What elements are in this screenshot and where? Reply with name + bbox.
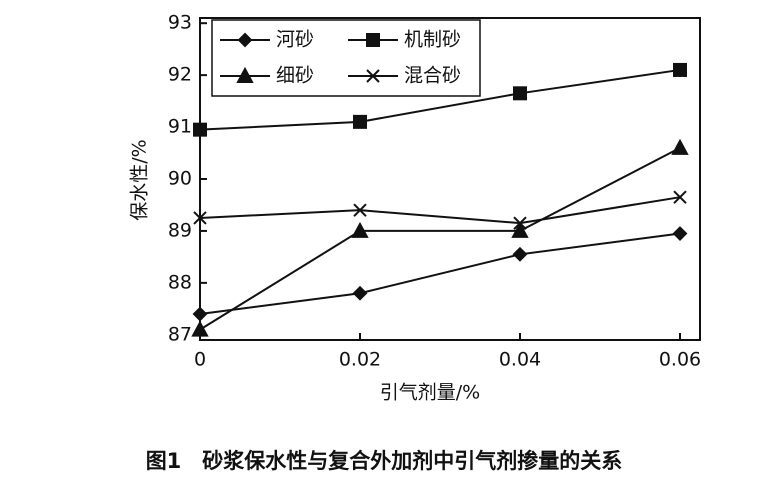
legend-marker bbox=[237, 32, 253, 48]
legend-marker bbox=[366, 69, 380, 83]
marker bbox=[193, 211, 207, 225]
series-line bbox=[199, 146, 681, 331]
x-tick-label: 0 bbox=[194, 349, 206, 371]
legend-marker bbox=[366, 33, 380, 47]
marker bbox=[671, 138, 689, 155]
marker bbox=[191, 320, 209, 337]
marker bbox=[513, 86, 527, 101]
legend-label: 细砂 bbox=[276, 65, 314, 87]
y-axis-label: 保水性/% bbox=[129, 139, 151, 220]
x-tick-label: 0.02 bbox=[339, 349, 381, 371]
x-tick-label: 0.06 bbox=[659, 349, 701, 371]
caption: 图1 砂浆保水性与复合外加剂中引气剂掺量的关系 bbox=[146, 449, 623, 473]
series-line bbox=[199, 232, 681, 316]
x-axis-label: 引气剂量/% bbox=[380, 382, 480, 404]
marker bbox=[672, 226, 688, 241]
legend-label: 机制砂 bbox=[404, 29, 461, 51]
y-tick-label: 90 bbox=[168, 168, 192, 190]
legend-label: 河砂 bbox=[276, 29, 314, 51]
x-tick-label: 0.04 bbox=[499, 349, 541, 371]
marker bbox=[673, 190, 687, 204]
marker bbox=[513, 216, 527, 230]
y-tick-label: 87 bbox=[168, 323, 192, 345]
y-tick-label: 91 bbox=[168, 116, 192, 138]
marker bbox=[511, 221, 529, 238]
legend-marker bbox=[236, 66, 254, 83]
legend-label: 混合砂 bbox=[404, 65, 461, 87]
marker bbox=[351, 221, 369, 238]
marker bbox=[353, 203, 367, 217]
y-tick-label: 92 bbox=[168, 64, 192, 86]
marker bbox=[673, 62, 687, 77]
marker bbox=[352, 285, 368, 301]
legend-box bbox=[211, 19, 481, 97]
y-tick-label: 93 bbox=[168, 12, 192, 34]
series-line bbox=[199, 68, 681, 131]
y-tick-label: 88 bbox=[168, 271, 192, 293]
marker bbox=[192, 306, 208, 322]
marker bbox=[193, 122, 207, 137]
series-line bbox=[199, 196, 681, 225]
marker bbox=[353, 114, 367, 129]
marker bbox=[512, 246, 528, 262]
y-tick-label: 89 bbox=[168, 219, 192, 241]
